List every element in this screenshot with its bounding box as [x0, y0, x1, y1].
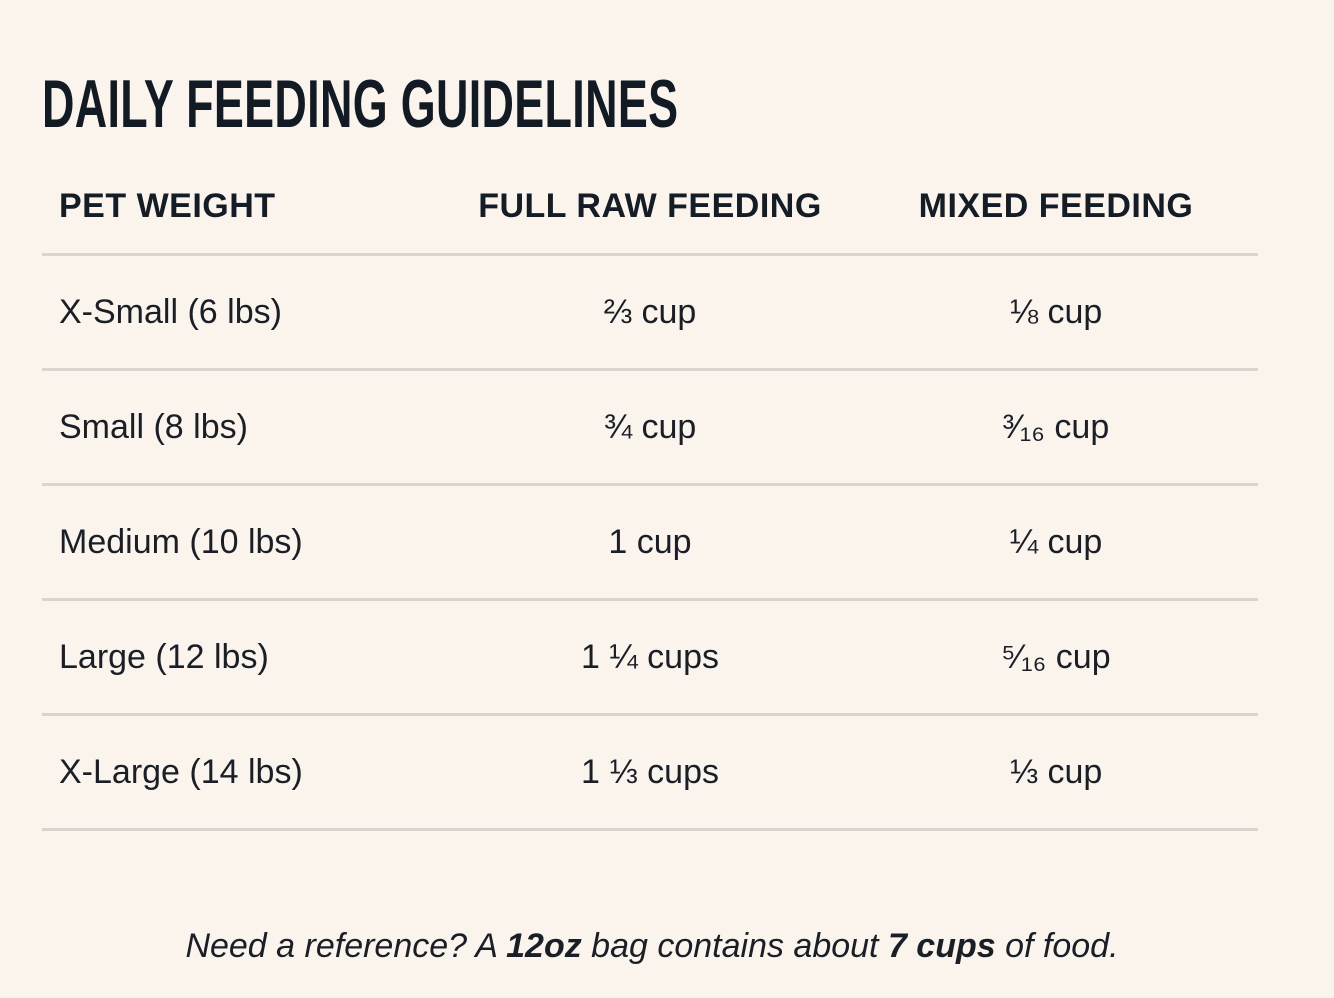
mixed-cell: ¼ cup: [1009, 522, 1103, 561]
mixed-cell: ⁵⁄₁₆ cup: [1001, 637, 1111, 676]
page-title: DAILY FEEDING GUIDELINES: [42, 66, 679, 142]
mixed-cell: ⅓ cup: [1009, 752, 1103, 791]
note-bag-size: 12oz: [506, 927, 582, 965]
table-row: X-Large (14 lbs) 1 ⅓ cups ⅓ cup: [42, 716, 1258, 831]
table-row: X-Small (6 lbs) ⅔ cup ⅛ cup: [42, 256, 1258, 371]
full-raw-cell: 1 cup: [608, 522, 692, 561]
mixed-cell: ³⁄₁₆ cup: [1002, 407, 1110, 446]
pet-weight-cell: Medium (10 lbs): [59, 522, 303, 561]
note-text: Need a reference? A: [185, 927, 507, 965]
header-mixed-feeding: MIXED FEEDING: [918, 187, 1194, 225]
pet-weight-cell: X-Small (6 lbs): [59, 292, 282, 331]
pet-weight-cell: Small (8 lbs): [59, 407, 248, 446]
feeding-table: PET WEIGHT FULL RAW FEEDING MIXED FEEDIN…: [42, 160, 1258, 831]
table-row: Large (12 lbs) 1 ¼ cups ⁵⁄₁₆ cup: [42, 601, 1258, 716]
pet-weight-cell: Large (12 lbs): [59, 637, 269, 676]
note-cup-count: 7 cups: [887, 927, 996, 965]
table-row: Small (8 lbs) ¾ cup ³⁄₁₆ cup: [42, 371, 1258, 486]
mixed-cell: ⅛ cup: [1009, 292, 1103, 331]
full-raw-cell: ⅔ cup: [603, 292, 697, 331]
note-text: bag contains about: [581, 927, 888, 965]
header-full-raw-feeding: FULL RAW FEEDING: [478, 187, 822, 225]
table-header-row: PET WEIGHT FULL RAW FEEDING MIXED FEEDIN…: [42, 160, 1258, 256]
pet-weight-cell: X-Large (14 lbs): [59, 752, 303, 791]
reference-note: Need a reference? A 12oz bag contains ab…: [0, 927, 1304, 966]
note-text: of food.: [995, 927, 1119, 965]
full-raw-cell: 1 ⅓ cups: [581, 752, 719, 791]
full-raw-cell: 1 ¼ cups: [581, 637, 719, 676]
header-pet-weight: PET WEIGHT: [59, 187, 276, 225]
full-raw-cell: ¾ cup: [603, 407, 697, 446]
table-row: Medium (10 lbs) 1 cup ¼ cup: [42, 486, 1258, 601]
